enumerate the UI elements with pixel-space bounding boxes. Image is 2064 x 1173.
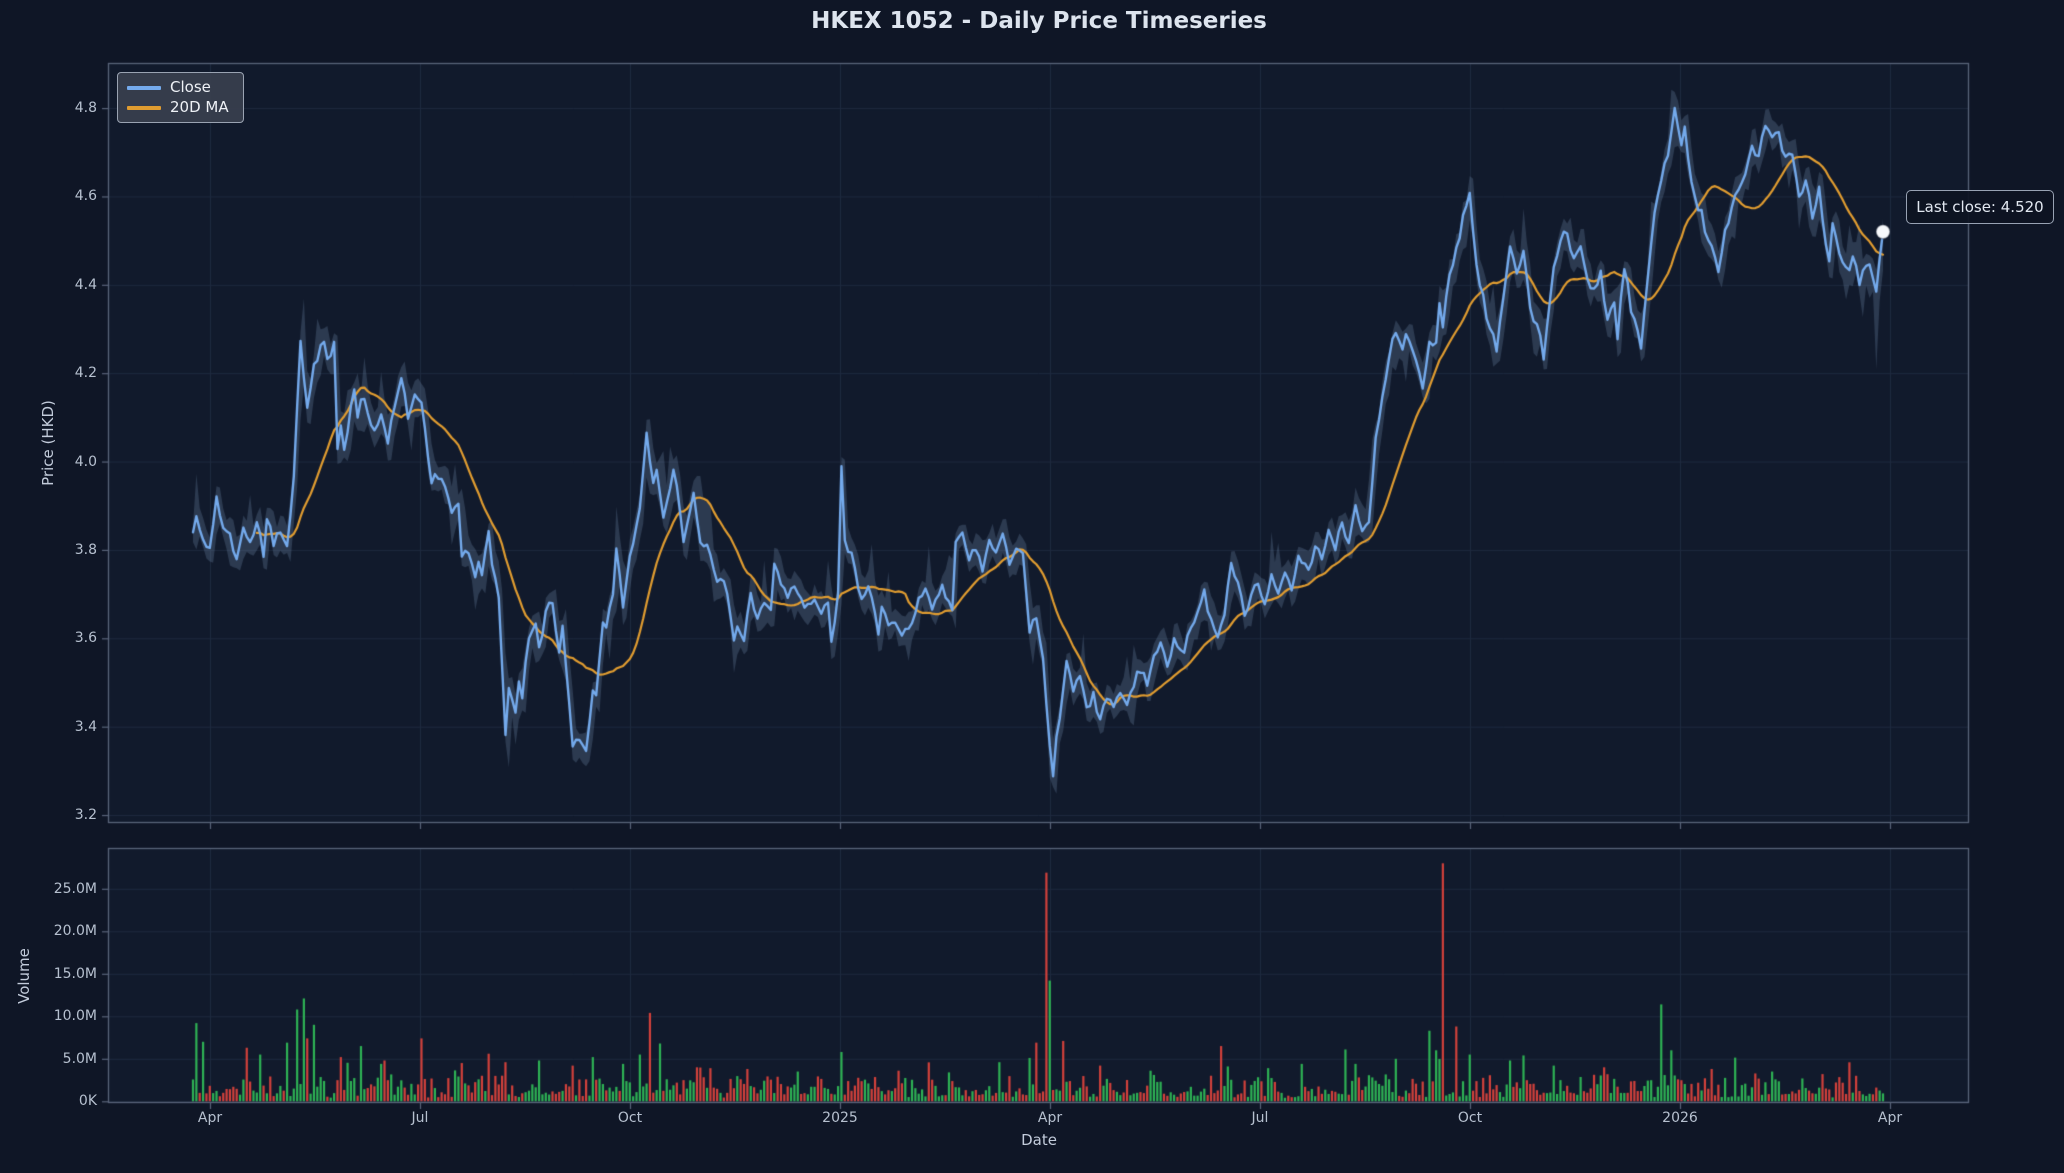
price-ytick-label: 3.8 — [74, 541, 97, 558]
ma-line-swatch — [127, 105, 161, 110]
price-ytick-label: 3.2 — [74, 807, 97, 824]
legend-label-ma: 20D MA — [170, 98, 229, 116]
price-ytick-label: 4.6 — [74, 188, 97, 205]
x-tick-label: Jul — [1251, 1110, 1269, 1126]
price-ytick-label: 3.6 — [74, 630, 97, 647]
x-tick-label: Apr — [1037, 1110, 1063, 1126]
x-tick-label: Apr — [1877, 1110, 1903, 1126]
last-close-annotation: Last close: 4.520 — [1906, 190, 2054, 224]
price-ytick-label: 4.4 — [74, 276, 97, 293]
volume-ytick-label: 20.0M — [53, 923, 97, 940]
x-tick-label: Jul — [411, 1110, 429, 1126]
legend-item-ma: 20D MA — [127, 100, 234, 115]
volume-axis-title: Volume — [15, 948, 33, 1004]
legend-item-close: Close — [127, 80, 234, 95]
volume-ytick-label: 0K — [78, 1093, 97, 1110]
price-ytick-label: 4.2 — [74, 365, 97, 382]
price-ytick-label: 3.4 — [74, 718, 97, 735]
x-tick-label: Oct — [617, 1110, 643, 1126]
chart-title: HKEX 1052 - Daily Price Timeseries — [811, 8, 1267, 34]
x-axis-title: Date — [1021, 1131, 1057, 1149]
volume-ytick-label: 5.0M — [62, 1050, 97, 1067]
close-line-swatch — [127, 85, 161, 90]
x-tick-label: 2025 — [822, 1110, 858, 1126]
legend: Close 20D MA — [117, 72, 244, 123]
price-ytick-label: 4.8 — [74, 100, 97, 117]
volume-ytick-label: 10.0M — [53, 1008, 97, 1025]
volume-ytick-label: 25.0M — [53, 880, 97, 897]
x-tick-label: Apr — [197, 1110, 223, 1126]
x-tick-label: 2026 — [1662, 1110, 1698, 1126]
x-tick-label: Oct — [1457, 1110, 1483, 1126]
volume-ytick-label: 15.0M — [53, 965, 97, 982]
price-axis-title: Price (HKD) — [39, 400, 57, 486]
price-ytick-label: 4.0 — [74, 453, 97, 470]
legend-label-close: Close — [170, 78, 211, 96]
